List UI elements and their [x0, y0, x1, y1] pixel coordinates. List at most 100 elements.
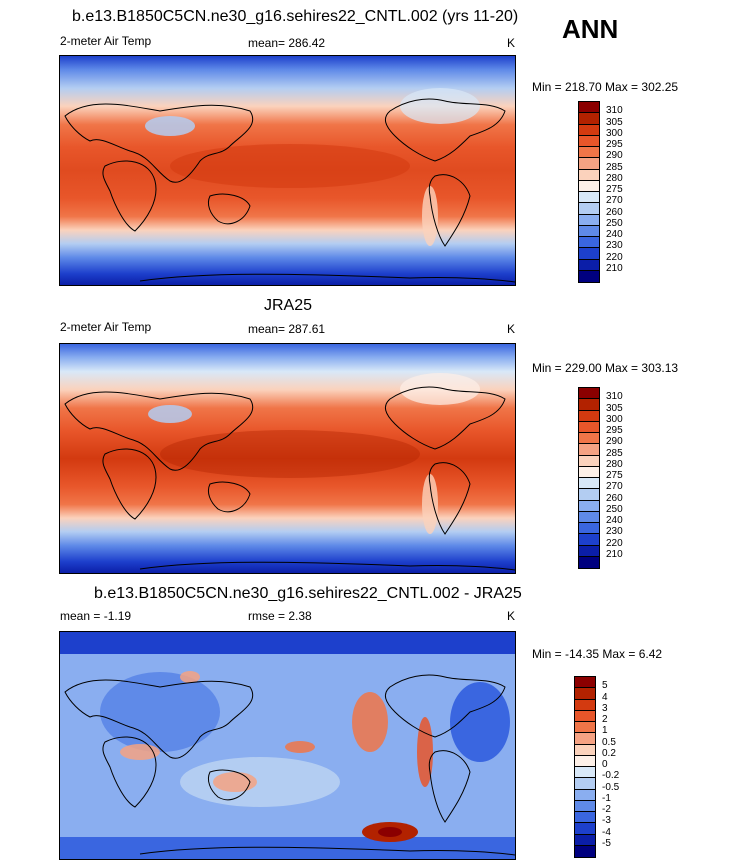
colorbar-tick-label: 220: [606, 537, 623, 549]
colorbar-swatch: [579, 421, 599, 433]
colorbar-swatch: [579, 388, 599, 400]
colorbar-tick-label: 5: [602, 680, 608, 692]
colorbar-swatch: [579, 478, 599, 490]
colorbar-tick-label: 280: [606, 458, 623, 470]
colorbar-swatch: [579, 545, 599, 557]
colorbar-swatch: [579, 113, 599, 125]
colorbar-tick-label: 250: [606, 217, 623, 229]
colorbar-tick-label: 280: [606, 172, 623, 184]
colorbar-swatch: [579, 225, 599, 237]
panel3-colorbar: [574, 676, 596, 858]
colorbar-tick-label: 310: [606, 391, 623, 403]
colorbar-swatch: [579, 214, 599, 226]
panel1-map-field: [60, 56, 515, 285]
colorbar-tick-label: 3: [602, 702, 608, 714]
panel1-mean-label: mean= 286.42: [248, 36, 326, 50]
colorbar-tick-label: -0.2: [602, 770, 620, 782]
panel3-map-field: [60, 632, 515, 859]
colorbar-tick-label: 275: [606, 470, 623, 481]
colorbar-swatch: [575, 699, 595, 711]
colorbar-tick-label: 275: [606, 184, 623, 195]
colorbar-tick-label: 300: [606, 413, 623, 425]
colorbar-tick-label: 1: [602, 725, 608, 737]
panel1-colorbar: [578, 101, 600, 283]
colorbar-swatch: [579, 270, 599, 282]
colorbar-tick-label: -1: [602, 792, 611, 804]
panel2-variable-label: 2-meter Air Temp: [60, 320, 152, 334]
colorbar-swatch: [579, 135, 599, 147]
colorbar-tick-label: 305: [606, 402, 623, 414]
panel1-map: [59, 55, 516, 286]
colorbar-tick-label: 240: [606, 229, 623, 240]
colorbar-tick-label: 2: [602, 714, 608, 725]
colorbar-tick-label: 0.5: [602, 736, 616, 748]
colorbar-swatch: [579, 523, 599, 535]
colorbar-swatch: [579, 203, 599, 215]
colorbar-swatch: [579, 259, 599, 271]
colorbar-tick-label: 285: [606, 161, 623, 173]
panel1-variable-label: 2-meter Air Temp: [60, 34, 152, 48]
colorbar-tick-label: 305: [606, 116, 623, 128]
colorbar-swatch: [579, 102, 599, 114]
panel3-title: b.e13.B1850C5CN.ne30_g16.sehires22_CNTL.…: [94, 585, 522, 602]
colorbar-swatch: [579, 237, 599, 249]
colorbar-tick-label: -5: [602, 837, 611, 849]
colorbar-swatch: [575, 789, 595, 801]
colorbar-tick-label: 0.2: [602, 747, 616, 759]
colorbar-swatch: [575, 744, 595, 756]
panel2-minmax-label: Min = 229.00 Max = 303.13: [532, 361, 679, 375]
colorbar-tick-label: 240: [606, 515, 623, 526]
colorbar-swatch: [579, 180, 599, 192]
colorbar-swatch: [575, 677, 595, 689]
colorbar-swatch: [579, 511, 599, 523]
colorbar-swatch: [579, 556, 599, 568]
panel3-mean-label: mean = -1.19: [60, 609, 132, 623]
colorbar-swatch: [579, 399, 599, 411]
panel3-minmax-label: Min = -14.35 Max = 6.42: [532, 647, 663, 661]
colorbar-swatch: [575, 834, 595, 846]
colorbar-swatch: [579, 192, 599, 204]
colorbar-swatch: [575, 733, 595, 745]
colorbar-swatch: [579, 248, 599, 260]
panel2-colorbar: [578, 387, 600, 569]
colorbar-tick-label: 310: [606, 105, 623, 117]
panel1-title: b.e13.B1850C5CN.ne30_g16.sehires22_CNTL.…: [72, 8, 519, 25]
colorbar-swatch: [575, 722, 595, 734]
panel3-map: [59, 631, 516, 860]
colorbar-tick-label: 260: [606, 492, 623, 504]
colorbar-tick-label: -0.5: [602, 781, 620, 793]
colorbar-swatch: [579, 500, 599, 512]
colorbar-swatch: [579, 466, 599, 478]
colorbar-swatch: [579, 489, 599, 501]
panel1-minmax-label: Min = 218.70 Max = 302.25: [532, 80, 679, 94]
colorbar-tick-label: 290: [606, 436, 623, 448]
colorbar-swatch: [579, 410, 599, 422]
colorbar-tick-label: 230: [606, 240, 623, 252]
panel1-units-label: K: [507, 36, 516, 50]
colorbar-swatch: [575, 800, 595, 812]
colorbar-swatch: [575, 845, 595, 857]
colorbar-swatch: [579, 433, 599, 445]
colorbar-tick-label: 210: [606, 548, 623, 560]
colorbar-swatch: [579, 147, 599, 159]
colorbar-swatch: [575, 755, 595, 767]
colorbar-tick-label: 295: [606, 139, 623, 150]
colorbar-tick-label: 260: [606, 206, 623, 218]
colorbar-tick-label: 220: [606, 251, 623, 263]
panel2-units-label: K: [507, 322, 516, 336]
panel2-mean-label: mean= 287.61: [248, 322, 326, 336]
colorbar-swatch: [579, 124, 599, 136]
colorbar-tick-label: 300: [606, 127, 623, 139]
panel2-title: JRA25: [264, 297, 313, 314]
colorbar-tick-label: 285: [606, 447, 623, 459]
panel2-map: [59, 343, 516, 574]
colorbar-tick-label: -3: [602, 815, 611, 827]
colorbar-tick-label: 290: [606, 150, 623, 162]
panel3-units-label: K: [507, 609, 516, 623]
colorbar-swatch: [575, 710, 595, 722]
colorbar-swatch: [579, 444, 599, 456]
colorbar-swatch: [579, 158, 599, 170]
colorbar-tick-label: 270: [606, 195, 623, 207]
colorbar-tick-label: 295: [606, 425, 623, 436]
colorbar-swatch: [575, 688, 595, 700]
